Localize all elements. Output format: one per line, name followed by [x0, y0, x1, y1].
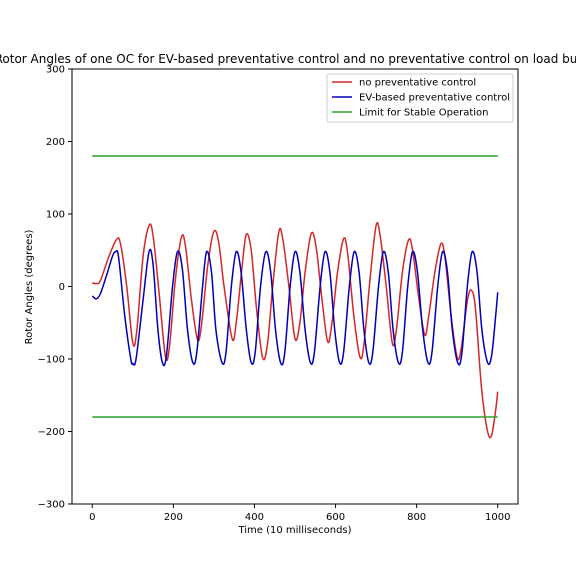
y-tick-label: 300 [46, 65, 65, 76]
y-axis-label: Rotor Angles (degrees) [24, 229, 35, 344]
x-axis: 0 200 400 600 800 1000 [89, 504, 510, 523]
y-tick-label: 100 [46, 210, 65, 221]
legend: no preventative control EV-based preventa… [326, 73, 514, 123]
ev-based-control-line [91, 248, 499, 367]
x-tick-label: 400 [245, 512, 264, 523]
x-tick-label: 200 [164, 512, 183, 523]
x-tick-label: 600 [326, 512, 345, 523]
plot-frame [71, 68, 519, 505]
x-tick-label: 1000 [485, 512, 510, 523]
x-tick-label: 800 [407, 512, 426, 523]
legend-label: EV-based preventative control [359, 93, 510, 104]
plot-area [71, 68, 519, 505]
legend-label: Limit for Stable Operation [359, 108, 489, 119]
chart-title: Rotor Angles of one OC for EV-based prev… [0, 52, 576, 66]
y-tick-label: −200 [38, 427, 65, 438]
legend-box [326, 73, 514, 123]
y-tick-label: 0 [59, 282, 65, 293]
y-tick-label: 200 [46, 137, 65, 148]
y-tick-label: −100 [38, 355, 65, 366]
series-layer [91, 155, 499, 439]
legend-label: no preventative control [359, 78, 476, 89]
y-tick-label: −300 [38, 500, 65, 511]
y-axis: −300 −200 −100 0 100 200 300 [38, 65, 72, 511]
x-axis-label: Time (10 milliseconds) [237, 525, 351, 536]
no-preventative-control-line [92, 221, 499, 439]
x-tick-label: 0 [89, 512, 95, 523]
